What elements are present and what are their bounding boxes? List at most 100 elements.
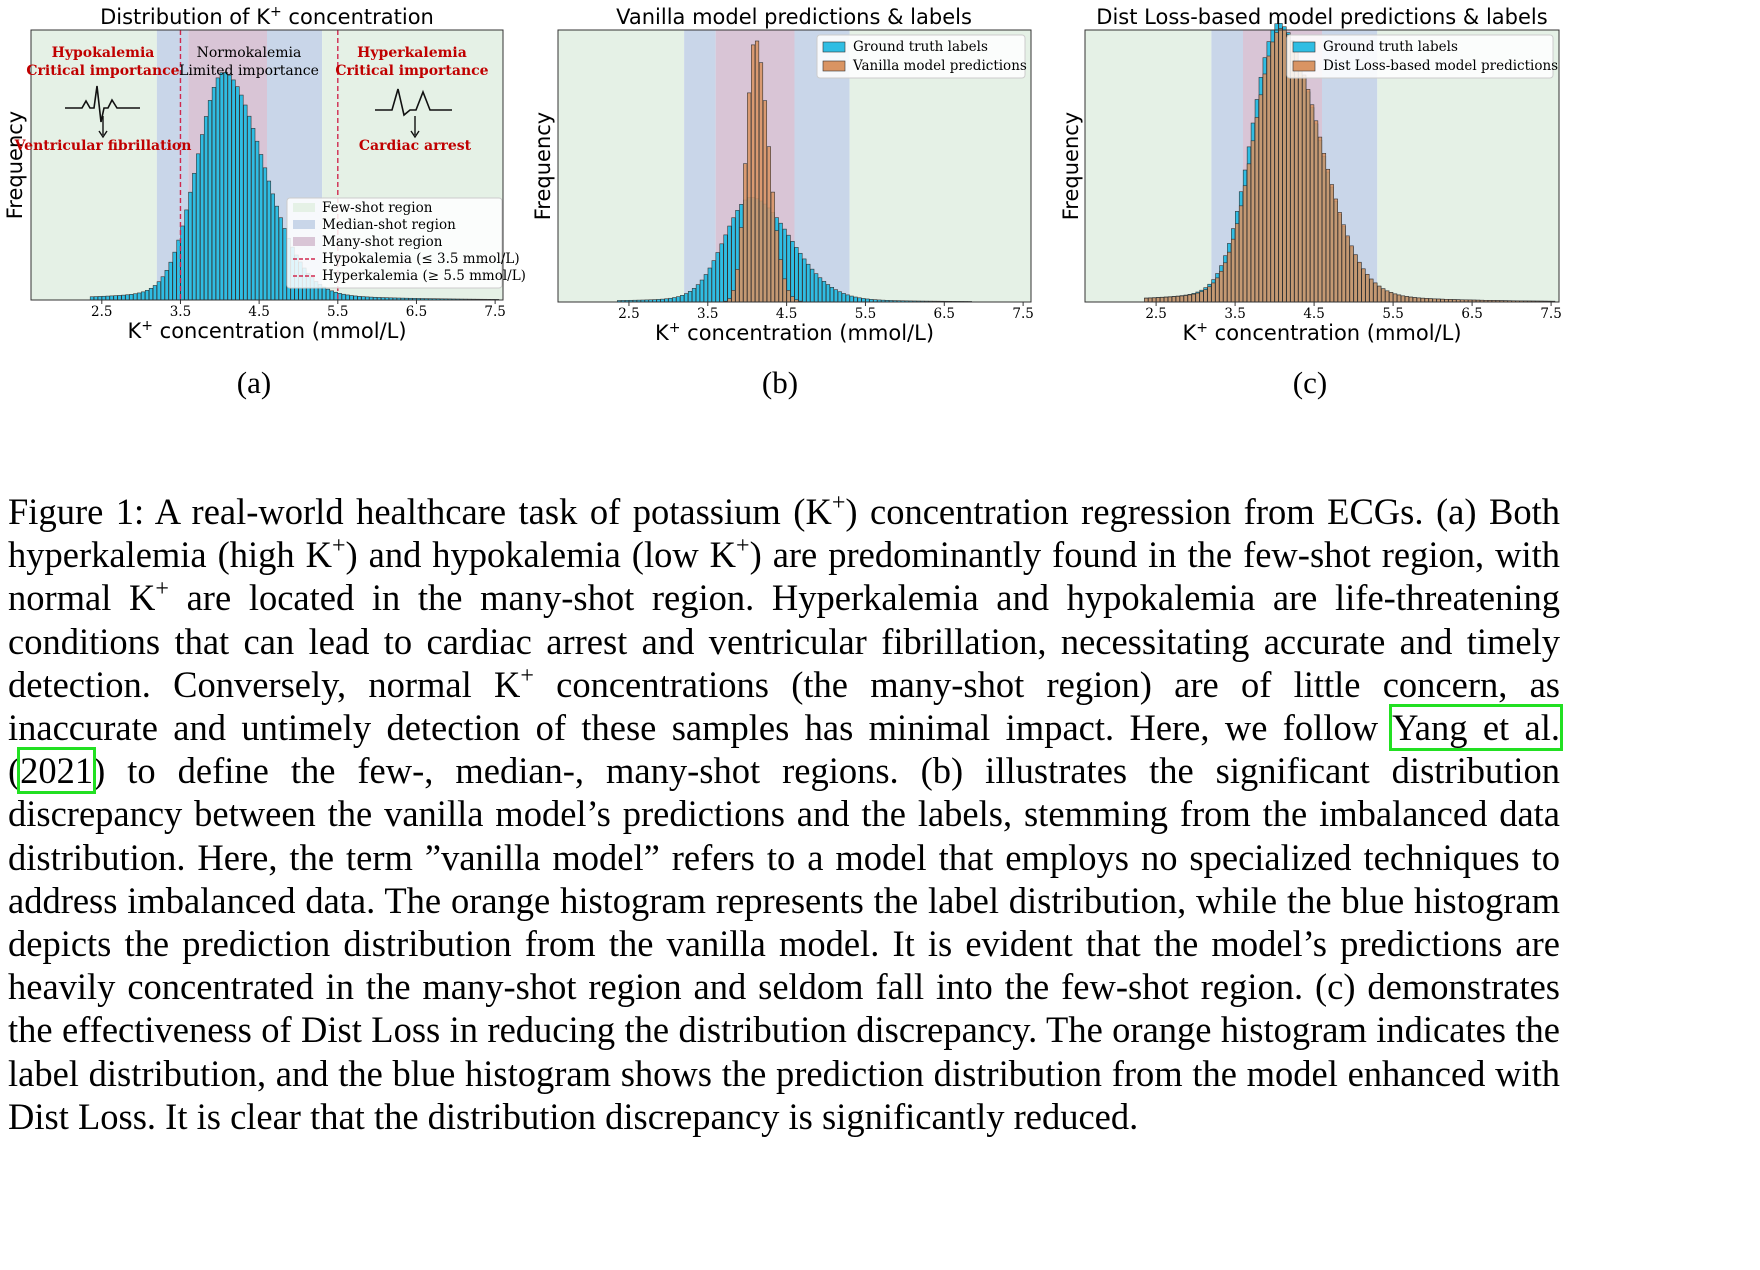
caption-text-3: ) and hypokalemia (low K [345, 534, 737, 576]
bar-labels [668, 297, 673, 303]
bar-labels [219, 72, 224, 301]
bar-labels [711, 260, 716, 303]
caption-text-2: ) concentration regression from ECGs. (a… [8, 491, 1560, 576]
bar-labels [321, 286, 327, 301]
bar-predictions [1361, 268, 1366, 303]
region-band-0 [558, 30, 685, 302]
x-tick-label: 2.5 [91, 304, 112, 320]
legend-box [1286, 34, 1554, 79]
bar-labels [259, 154, 264, 301]
panel-sublabel: (b) [762, 365, 798, 400]
bar-labels [101, 295, 106, 301]
legend-entry: Few-shot region [322, 200, 433, 216]
x-tick-label: 7.5 [484, 304, 505, 320]
x-tick-label: 7.5 [1540, 306, 1561, 322]
bar-predictions [1389, 292, 1394, 303]
x-tick-label: 6.5 [1461, 306, 1482, 322]
bar-predictions [1246, 163, 1252, 303]
chart-panel-a: 2.5 3.5 4.5 5.5 6.5 7.5 K+ concentration (mmol… [3, 4, 526, 400]
bar-labels [235, 86, 240, 301]
bar-labels [337, 293, 342, 301]
legend-entry: Median-shot region [322, 217, 456, 233]
y-axis-title: Frequency [3, 111, 27, 220]
figure-svg: 2.5 3.5 4.5 5.5 6.5 7.5 K+ concentration (mmol… [3, 4, 1562, 400]
bar-labels [345, 294, 350, 301]
bar-labels [188, 191, 193, 301]
region-middle-title: Normokalemia [197, 45, 302, 61]
bar-predictions [774, 230, 779, 303]
x-tick-label: 4.5 [248, 304, 269, 320]
x-tick-label: 6.5 [934, 306, 955, 322]
bar-labels [676, 296, 681, 303]
bar-labels [152, 285, 157, 301]
bar-predictions [1148, 297, 1153, 303]
bar-labels [353, 295, 358, 301]
bar-labels [684, 293, 689, 303]
bar-predictions [1298, 61, 1303, 303]
legend-swatch [822, 41, 846, 53]
bar-labels [857, 297, 862, 303]
bar-labels [818, 277, 823, 303]
bar-predictions [1325, 168, 1331, 303]
caption-text-1: A real-world healthcare task of potassiu… [154, 491, 832, 532]
bar-labels [806, 263, 811, 303]
bar-predictions [1219, 270, 1224, 303]
bar-predictions [739, 227, 744, 303]
bar-predictions [727, 298, 732, 303]
bar-labels [117, 295, 122, 301]
bar-predictions [1321, 153, 1327, 303]
y-axis-title: Frequency [531, 112, 555, 221]
region-left-subtitle: Critical importance [26, 63, 179, 79]
citation-year-link[interactable]: 2021 [17, 747, 97, 795]
bar-labels [125, 294, 130, 301]
bar-predictions [1254, 117, 1259, 303]
bar-predictions [1179, 295, 1184, 303]
x-axis-title: K+ concentration (mmol/L) [1182, 320, 1461, 345]
bar-predictions [754, 40, 760, 303]
bar-predictions [1159, 297, 1165, 303]
bar-predictions [778, 259, 783, 303]
y-axis-title: Frequency [1059, 112, 1083, 221]
bar-labels [837, 291, 842, 303]
bar-predictions [1152, 297, 1157, 303]
bar-predictions [1238, 205, 1244, 303]
bar-predictions [1306, 89, 1311, 303]
bar-predictions [1412, 297, 1417, 303]
caption-text-5: are located in the many-shot region. Hyp… [8, 577, 1561, 705]
bar-labels [192, 172, 197, 301]
figure-1: 2.5 3.5 4.5 5.5 6.5 7.5 K+ concentration (mmol… [0, 0, 1760, 470]
citation-author-link[interactable]: Yang et al. [1389, 704, 1564, 752]
bar-labels [833, 289, 838, 303]
bar-predictions [1353, 254, 1358, 303]
bar-predictions [1381, 288, 1386, 303]
bar-predictions [1369, 278, 1374, 303]
bar-predictions [1408, 296, 1413, 303]
bar-predictions [1349, 245, 1354, 303]
ecg-hyperkalemia-icon [375, 88, 452, 117]
bar-labels [341, 293, 346, 301]
bar-labels [164, 270, 169, 301]
legend-entry: Vanilla model predictions [852, 58, 1027, 74]
bar-labels [255, 140, 260, 301]
bar-predictions [1294, 50, 1299, 303]
bar-predictions [747, 92, 752, 303]
bar-labels [211, 87, 216, 301]
legend-entry: Many-shot region [322, 234, 443, 250]
bar-predictions [1333, 198, 1338, 303]
legend-swatch [293, 220, 315, 229]
region-band-0 [1085, 30, 1212, 302]
bar-predictions [1156, 297, 1161, 303]
bar-labels [861, 298, 866, 303]
bar-labels [802, 258, 807, 303]
region-left-title: Hypokalemia [52, 45, 155, 61]
bar-labels [137, 292, 142, 301]
bar-labels [687, 291, 693, 303]
x-tick-label: 3.5 [697, 306, 718, 322]
bar-predictions [1207, 286, 1212, 303]
bar-labels [184, 209, 189, 301]
bar-labels [105, 295, 110, 301]
bar-predictions [1337, 212, 1342, 303]
bar-predictions [1274, 32, 1279, 303]
x-tick-label: 6.5 [406, 304, 427, 320]
legend-box [286, 197, 503, 289]
